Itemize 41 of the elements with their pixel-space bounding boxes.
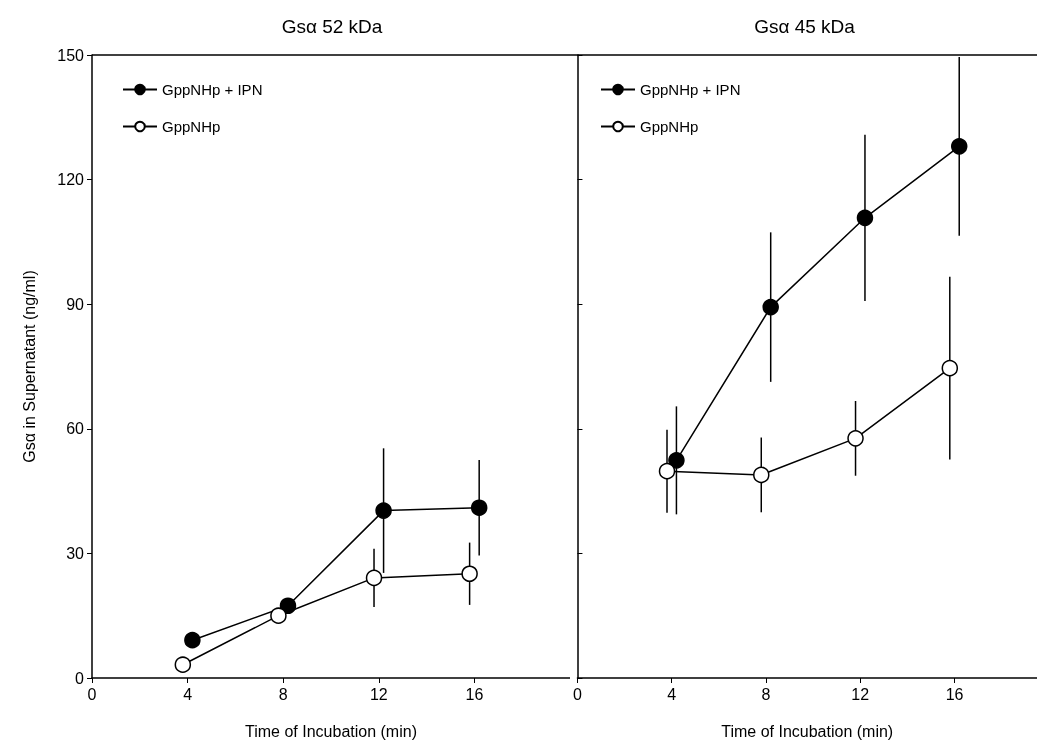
chart-title: Gsα 52 kDa	[281, 16, 383, 37]
x-axis-title: Time of Incubation (min)	[721, 722, 894, 740]
point	[375, 502, 392, 519]
legend-label: GppNHp + IPN	[162, 81, 263, 98]
point	[762, 298, 779, 316]
point	[753, 466, 770, 484]
point	[184, 631, 201, 649]
y-tick-label: 60	[66, 420, 85, 438]
point	[847, 430, 864, 447]
x-tick-label: 12	[851, 685, 870, 703]
x-tick-label: 4	[667, 685, 677, 703]
x-tick-label: 8	[278, 685, 288, 703]
point	[941, 359, 959, 377]
point	[668, 452, 685, 469]
point	[174, 656, 192, 673]
y-tick-label: 120	[57, 171, 85, 189]
x-tick-label: 0	[573, 685, 582, 703]
y-tick-label: 90	[66, 295, 85, 313]
y-tick-label: 30	[66, 544, 85, 562]
x-tick-label: 4	[183, 685, 193, 703]
x-axis-title: Time of Incubation (min)	[245, 722, 417, 740]
legend-label: GppNHp	[640, 118, 699, 135]
legend-label: GppNHp + IPN	[640, 81, 741, 98]
x-tick-label: 16	[945, 685, 964, 703]
point	[279, 597, 297, 614]
point	[470, 499, 488, 516]
y-tick-label: 150	[57, 46, 85, 64]
point	[658, 462, 676, 480]
legend-label: GppNHp	[162, 118, 221, 135]
point	[856, 209, 874, 227]
point	[951, 138, 968, 155]
point	[365, 569, 383, 587]
x-tick-label: 12	[369, 685, 388, 703]
x-tick-label: 0	[87, 685, 97, 703]
point	[270, 607, 287, 624]
point	[461, 565, 478, 582]
x-tick-label: 16	[465, 685, 484, 703]
y-tick-label: 0	[75, 669, 85, 687]
chart-title: Gsα 45 kDa	[754, 16, 856, 37]
y-axis-title: Gsα in Supernatant (ng/ml)	[20, 270, 38, 463]
x-tick-label: 8	[761, 685, 771, 703]
